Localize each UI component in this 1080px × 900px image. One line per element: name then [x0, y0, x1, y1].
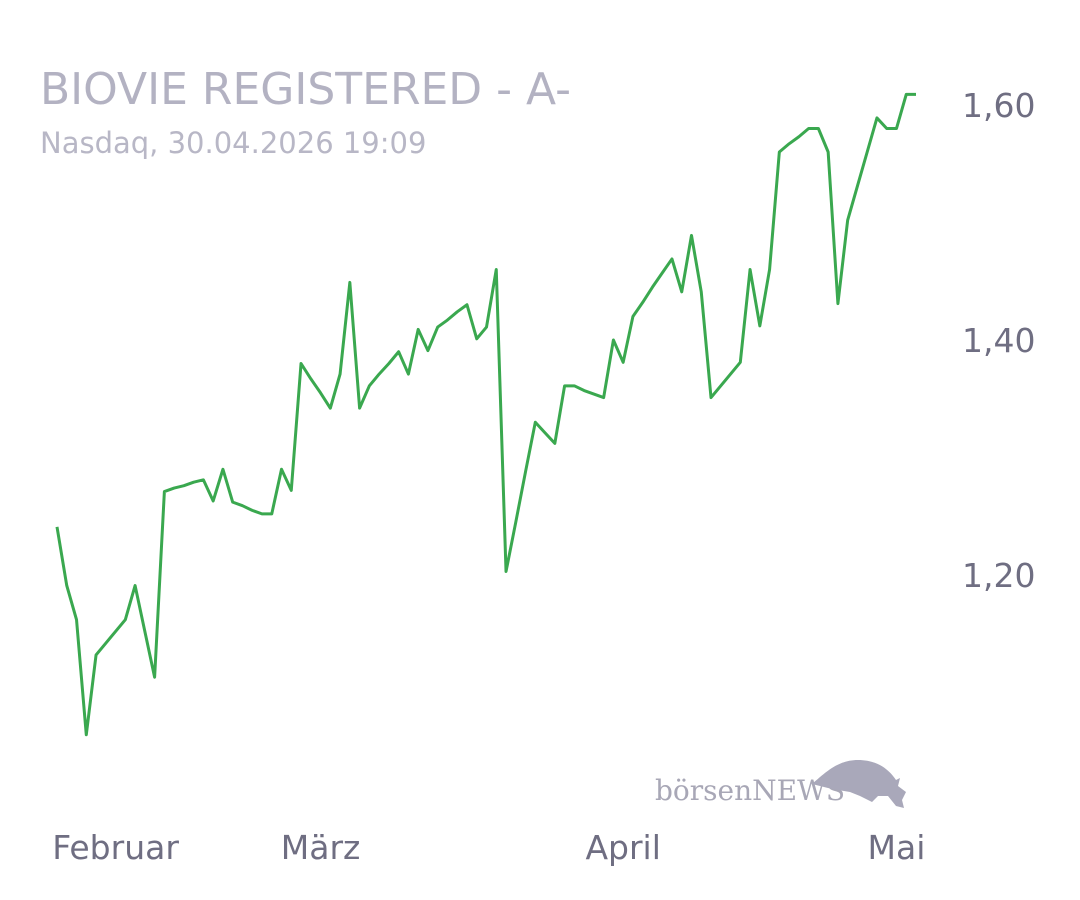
- watermark-text: börsenNEWS: [655, 774, 845, 807]
- x-tick-label: März: [281, 828, 361, 867]
- y-tick-label: 1,60: [962, 86, 1035, 125]
- x-tick-label: April: [585, 828, 660, 867]
- chart-subtitle: Nasdaq, 30.04.2026 19:09: [40, 126, 426, 160]
- chart-title: BIOVIE REGISTERED - A-: [40, 64, 571, 115]
- x-tick-label: Mai: [868, 828, 926, 867]
- x-tick-label: Februar: [52, 828, 179, 867]
- watermark-bull: [812, 760, 906, 808]
- y-tick-label: 1,20: [962, 556, 1035, 595]
- watermark: börsenNEWS: [655, 760, 906, 808]
- price-line: [55, 92, 916, 737]
- y-tick-label: 1,40: [962, 321, 1035, 360]
